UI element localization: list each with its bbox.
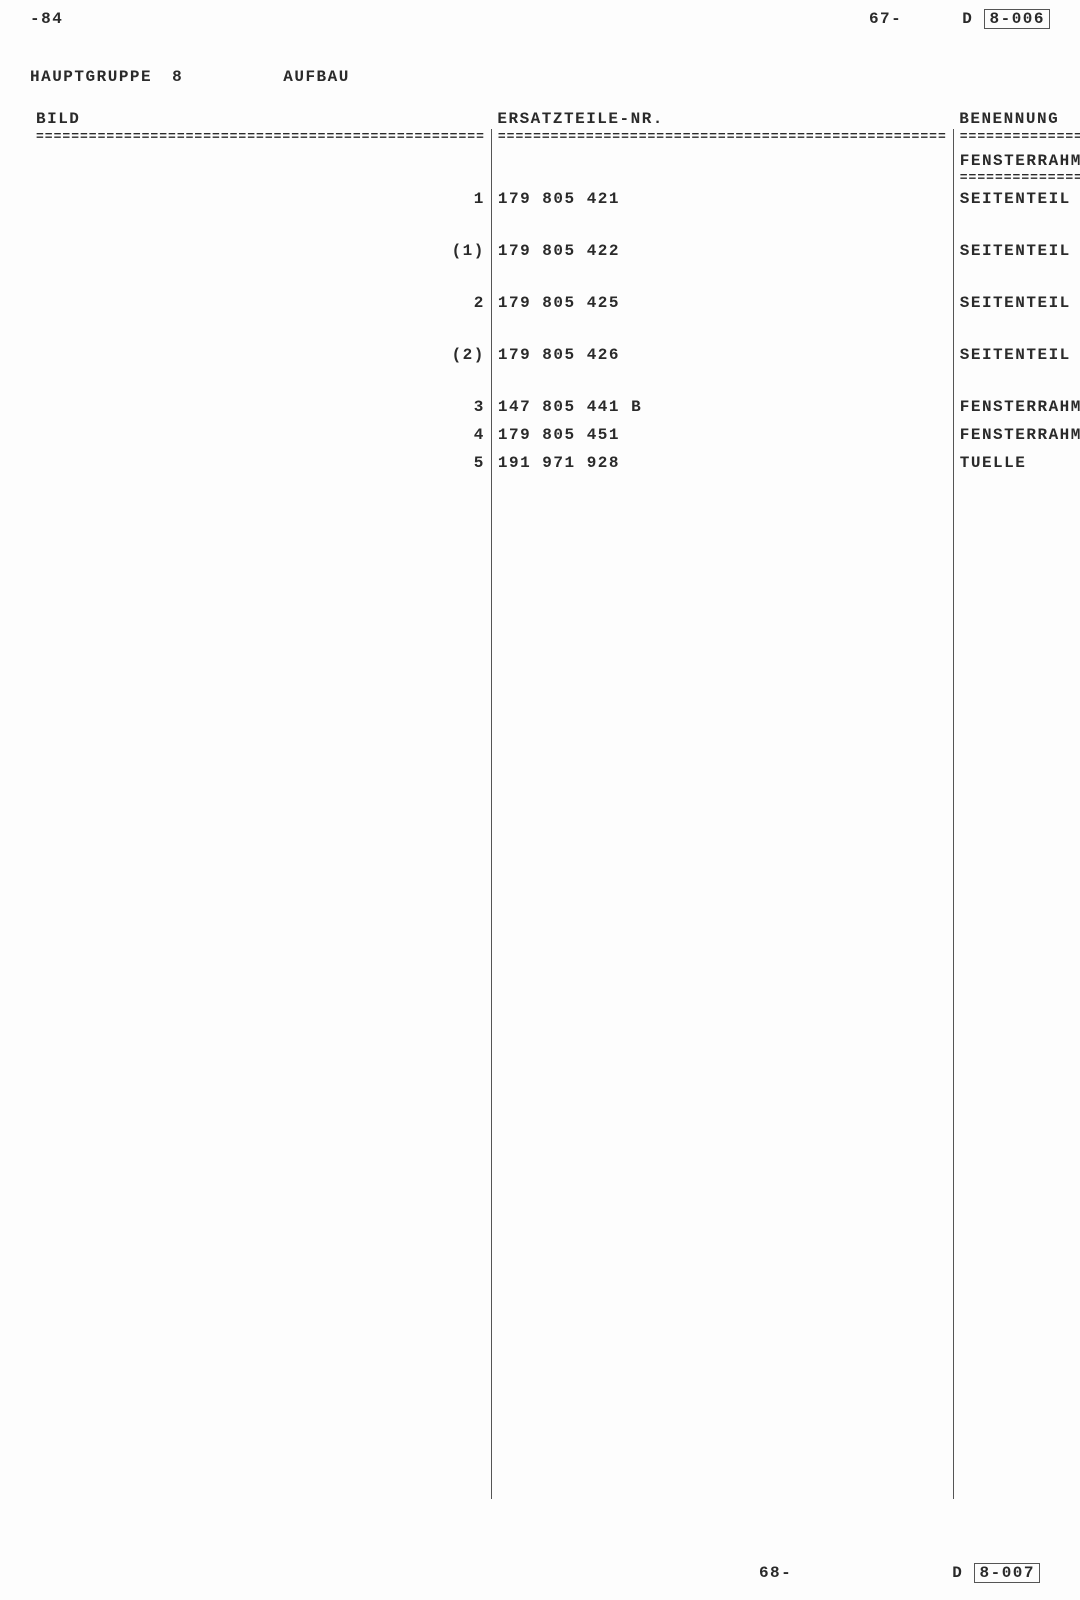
cell-name: FENSTERRAHMEN: [953, 421, 1080, 449]
table-row: 2179 805 425SEITENTEILLINKS INNENOBEN1: [30, 289, 1080, 341]
col-header-bild: BILD: [30, 106, 491, 129]
cell-part: 179 805 422: [491, 237, 953, 289]
table-body: 1179 805 421SEITENTEILLINKS AUSSENOBEN1(…: [30, 185, 1080, 477]
table-row: 4179 805 451FENSTERRAHMENAUSSEN1: [30, 421, 1080, 449]
footer-right-prefix: D: [952, 1564, 963, 1582]
sep-cell: ========================================…: [953, 170, 1080, 185]
cell-name: SEITENTEIL: [953, 237, 1080, 289]
page-top-row: -84 67- D 8-006: [30, 10, 1050, 28]
cell-bild: 4: [30, 421, 491, 449]
footer-page-number: 68-: [759, 1564, 792, 1582]
top-right-box: 8-006: [984, 9, 1050, 29]
page-container: -84 67- D 8-006 HAUPTGRUPPE 8 AUFBAU BIL…: [0, 0, 1080, 1600]
table-row: (2)179 805 426SEITENTEILRECHTS INNENOBEN…: [30, 341, 1080, 393]
section-title: FENSTERRAHMEN: [953, 144, 1080, 170]
cell-name: SEITENTEIL: [953, 185, 1080, 237]
top-right-prefix: D: [962, 10, 973, 28]
table-row: 5191 971 928TUELLE272: [30, 449, 1080, 477]
top-page-number: 67-: [869, 10, 902, 28]
group-value: 8: [172, 68, 203, 86]
cell-bild: 3: [30, 393, 491, 421]
cell-part: 191 971 928: [491, 449, 953, 477]
cell-part: 179 805 426: [491, 341, 953, 393]
cell-name: FENSTERRAHMEN: [953, 393, 1080, 421]
group-title: AUFBAU: [283, 68, 350, 86]
col-header-part: ERSATZTEILE-NR.: [491, 106, 953, 129]
group-label: HAUPTGRUPPE: [30, 68, 172, 86]
table-row: 3147 805 441 BFENSTERRAHMENINNEN1: [30, 393, 1080, 421]
cell-part: 147 805 441 B: [491, 393, 953, 421]
top-left-marker: -84: [30, 10, 63, 28]
section-title-row: FENSTERRAHMEN: [30, 144, 1080, 170]
cell-name: SEITENTEIL: [953, 341, 1080, 393]
cell-name: TUELLE: [953, 449, 1080, 477]
cell-bild: (1): [30, 237, 491, 289]
sep-cell: ========================================…: [30, 129, 491, 144]
cell-part: 179 805 421: [491, 185, 953, 237]
col-header-name: BENENNUNG: [953, 106, 1080, 129]
cell-part: 179 805 425: [491, 289, 953, 341]
footer-right-ref: D 8-007: [952, 1564, 1040, 1582]
parts-table: BILD ERSATZTEILE-NR. BENENNUNG BEMERKUNG…: [30, 106, 1080, 1499]
cell-bild: (2): [30, 341, 491, 393]
separator-row: ========================================…: [30, 129, 1080, 144]
table-header-row: BILD ERSATZTEILE-NR. BENENNUNG BEMERKUNG…: [30, 106, 1080, 129]
cell-bild: 5: [30, 449, 491, 477]
table-empty-area: [30, 477, 1080, 1499]
cell-name: SEITENTEIL: [953, 289, 1080, 341]
cell-part: 179 805 451: [491, 421, 953, 449]
top-right-group: 67- D 8-006: [869, 10, 1050, 28]
cell-bild: 2: [30, 289, 491, 341]
section-separator-row: ========================================…: [30, 170, 1080, 185]
table-row: 1179 805 421SEITENTEILLINKS AUSSENOBEN1: [30, 185, 1080, 237]
page-footer: 68- D 8-007: [759, 1564, 1040, 1582]
top-right-ref: D 8-006: [962, 10, 1050, 28]
sep-cell: ========================================…: [953, 129, 1080, 144]
sep-cell: ========================================…: [491, 129, 953, 144]
footer-right-box: 8-007: [974, 1563, 1040, 1583]
table-row: (1)179 805 422SEITENTEILRECHTS AUSSENOBE…: [30, 237, 1080, 289]
group-header: HAUPTGRUPPE 8 AUFBAU: [30, 68, 1050, 86]
cell-bild: 1: [30, 185, 491, 237]
